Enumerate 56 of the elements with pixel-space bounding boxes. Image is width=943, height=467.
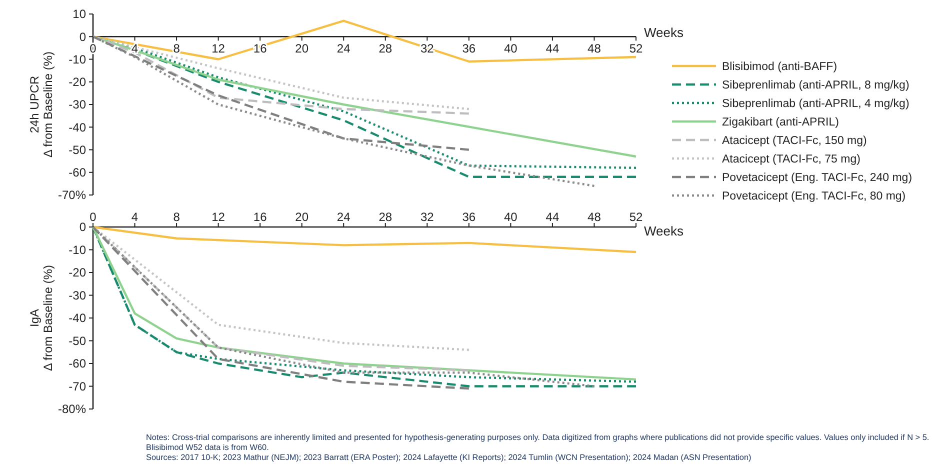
y-tick-label: -30 [68, 98, 86, 112]
legend-label: Blisibimod (anti-BAFF) [722, 61, 838, 74]
x-tick-label: 4 [131, 42, 138, 56]
y-tick-label: 10 [72, 7, 86, 22]
x-tick-label: 4 [131, 210, 138, 224]
legend-label: Atacicept (TACI-Fc, 75 mg) [722, 154, 861, 166]
legend-label: Povetacicept (Eng. TACI-Fc, 240 mg) [722, 172, 912, 184]
x-tick-label: 32 [420, 210, 434, 224]
y-tick-label: -50 [68, 142, 86, 157]
y-tick-label: -10 [68, 52, 86, 66]
x-tick-label: 40 [504, 210, 518, 224]
y-tick-label: -60 [68, 356, 86, 371]
x-tick-label: 12 [212, 210, 226, 224]
x-tick-label: 8 [173, 210, 180, 224]
legend-label: Atacicept (TACI-Fc, 150 mg) [722, 135, 868, 148]
y-tick-label: -30 [68, 288, 86, 302]
x-tick-label: 16 [253, 210, 268, 224]
y-tick-label: -50 [68, 334, 86, 348]
x-tick-label: 44 [546, 210, 560, 224]
y-axis-title: 24h UPCR Δ from Baseline (%) [27, 51, 56, 158]
y-tick-label: -10 [68, 242, 86, 257]
x-tick-label: 48 [588, 42, 602, 56]
y-axis-title: IgA Δ from Baseline (%) [27, 264, 56, 372]
x-axis-title: Weeks [644, 25, 684, 40]
legend-label: Sibeprenlimab (anti-APRIL, 8 mg/kg) [722, 80, 910, 92]
x-axis-title: Weeks [644, 224, 684, 239]
x-tick-label: 24 [336, 210, 351, 224]
y-tick-label: 0 [79, 30, 86, 44]
legend-label: Zigakibart (anti-APRIL) [722, 116, 840, 129]
y-tick-label: -20 [68, 266, 86, 280]
y-tick-label: -80% [58, 402, 86, 416]
y-tick-label: -70 [68, 379, 86, 394]
y-tick-label: -40 [68, 311, 86, 326]
y-tick-label: -20 [68, 75, 86, 90]
x-tick-label: 36 [462, 210, 476, 224]
x-tick-label: 52 [629, 42, 643, 56]
x-tick-label: 28 [378, 210, 392, 224]
x-tick-label: 24 [336, 42, 351, 56]
x-tick-label: 44 [546, 42, 560, 56]
x-tick-label: 20 [295, 210, 309, 224]
y-tick-label: -40 [68, 120, 86, 134]
x-tick-label: 0 [90, 210, 97, 224]
y-tick-label: -70% [58, 188, 86, 202]
source-note: Sources: 2017 10-K; 2023 Mathur (NEJM); 2023 Barratt (ERA Poster); 2024 Lafayette (KI Reports); 2024 Tumlin (WCN Presentation); 2024 Madan (ASN Presentation) [146, 453, 752, 462]
y-tick-label: -60 [68, 166, 86, 180]
text: Notes: Cross-trial comparisons are inherently limited and presented for hypothesis-generating purposes only. Data digitized from graphs where publications did not provide specific values. Values only included if N > 5. Blisibimod W52 data is from W60. [146, 433, 930, 452]
legend-label: Sibeprenlimab (anti-APRIL, 4 mg/kg) [722, 98, 910, 110]
x-tick-label: 40 [504, 42, 518, 56]
legend-label: Povetacicept (Eng. TACI-Fc, 80 mg) [722, 190, 906, 203]
y-tick-label: 0 [79, 220, 86, 234]
x-tick-label: 36 [462, 42, 476, 56]
x-tick-label: 12 [212, 42, 226, 56]
x-tick-label: 20 [295, 42, 309, 56]
x-tick-label: 28 [378, 42, 392, 56]
x-tick-label: 52 [629, 210, 643, 224]
x-tick-label: 48 [588, 210, 602, 224]
